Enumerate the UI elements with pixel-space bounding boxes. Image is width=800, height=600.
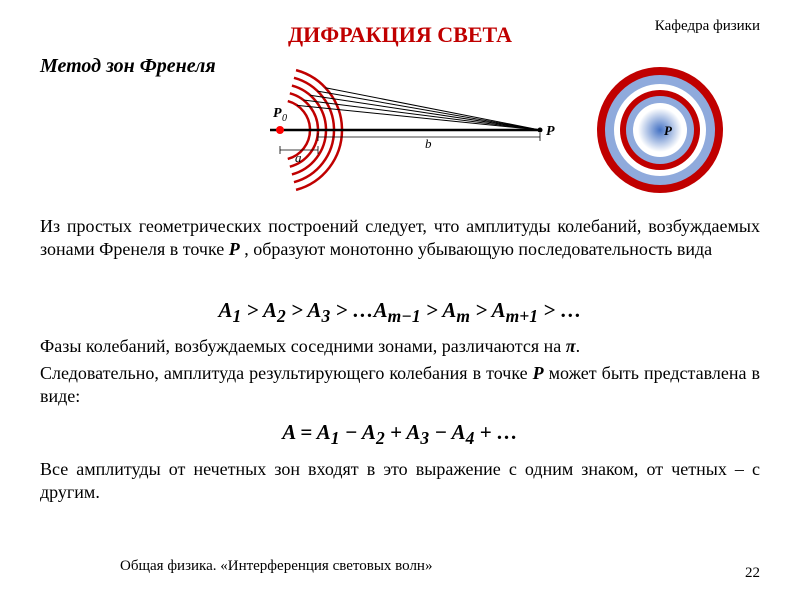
- subtitle: Метод зон Френеля: [40, 55, 216, 78]
- paragraph-1: Из простых геометрических построений сле…: [40, 215, 760, 260]
- formula-1: A1 > A2 > A3 > …Am−1 > Am > Am+1 > …: [40, 298, 760, 327]
- svg-text:0: 0: [282, 113, 287, 124]
- paragraph-3: Следовательно, амплитуда результирующего…: [40, 362, 760, 407]
- svg-text:P: P: [546, 124, 555, 139]
- svg-text:b: b: [425, 136, 432, 151]
- footer-course: Общая физика. «Интерференция световых во…: [120, 558, 432, 575]
- svg-text:a: a: [295, 150, 302, 165]
- paragraph-4: Все амплитуды от нечетных зон входят в э…: [40, 458, 760, 503]
- paragraph-2: Фазы колебаний, возбуждаемых соседними з…: [40, 335, 760, 358]
- page-number: 22: [745, 565, 760, 582]
- svg-text:P: P: [273, 106, 282, 121]
- fresnel-diagram: P 0 P a b P: [260, 55, 760, 205]
- formula-2: A = A1 − A2 + A3 − A4 + …: [40, 420, 760, 449]
- svg-text:P: P: [664, 123, 673, 138]
- department-label: Кафедра физики: [655, 18, 760, 35]
